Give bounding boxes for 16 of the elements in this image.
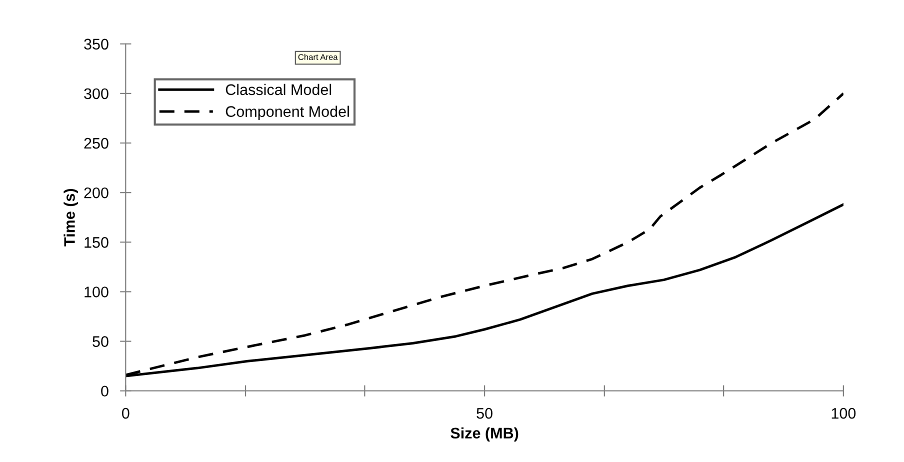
legend-label: Component Model [226, 106, 349, 120]
y-tick-label: 250 [84, 138, 108, 149]
legend-label: Classical Model [226, 84, 332, 96]
y-tick-label: 150 [84, 237, 108, 248]
x-axis-title: Size (MB) [450, 427, 518, 442]
annotation: Chart Area [298, 54, 338, 60]
x-tick-label: 100 [832, 408, 856, 419]
y-tick-label: 100 [84, 286, 108, 298]
y-axis-title: Time (s) [64, 188, 78, 246]
y-tick-label: 0 [101, 386, 108, 397]
y-tick-label: 50 [92, 336, 108, 347]
x-tick-label: 0 [122, 408, 130, 419]
y-tick-label: 350 [84, 38, 108, 50]
x-tick-label: 50 [476, 408, 492, 419]
y-tick-label: 300 [84, 88, 108, 100]
y-tick-label: 200 [84, 187, 108, 198]
